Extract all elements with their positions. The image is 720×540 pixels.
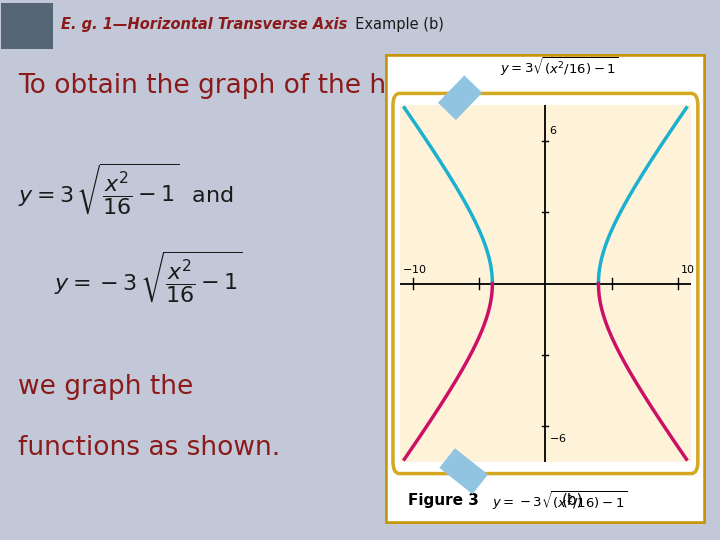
Text: $y = -3\,\sqrt{\dfrac{x^2}{16}-1}$: $y = -3\,\sqrt{\dfrac{x^2}{16}-1}$ (54, 249, 243, 305)
Text: Figure 3: Figure 3 (408, 492, 479, 508)
Text: To obtain the graph of the hyperbola,: To obtain the graph of the hyperbola, (18, 73, 510, 99)
Text: we graph the: we graph the (18, 374, 193, 400)
FancyBboxPatch shape (1, 3, 53, 49)
FancyBboxPatch shape (385, 54, 706, 524)
Text: 6: 6 (549, 126, 557, 137)
Text: Example (b): Example (b) (346, 17, 444, 32)
Text: $-$6: $-$6 (549, 432, 567, 444)
Text: 10: 10 (680, 265, 695, 275)
Text: $y = -3\sqrt{(x^2/16)-1}$: $y = -3\sqrt{(x^2/16)-1}$ (492, 489, 627, 512)
Text: $y = 3\,\sqrt{\dfrac{x^2}{16}-1}$  and: $y = 3\,\sqrt{\dfrac{x^2}{16}-1}$ and (18, 161, 233, 217)
Text: $-$10: $-$10 (402, 263, 427, 275)
Text: functions as shown.: functions as shown. (18, 435, 280, 461)
Text: E. g. 1—Horizontal Transverse Axis: E. g. 1—Horizontal Transverse Axis (61, 17, 348, 32)
Text: $y = 3\sqrt{(x^2/16)-1}$: $y = 3\sqrt{(x^2/16)-1}$ (500, 56, 619, 78)
Text: (b): (b) (562, 492, 583, 508)
